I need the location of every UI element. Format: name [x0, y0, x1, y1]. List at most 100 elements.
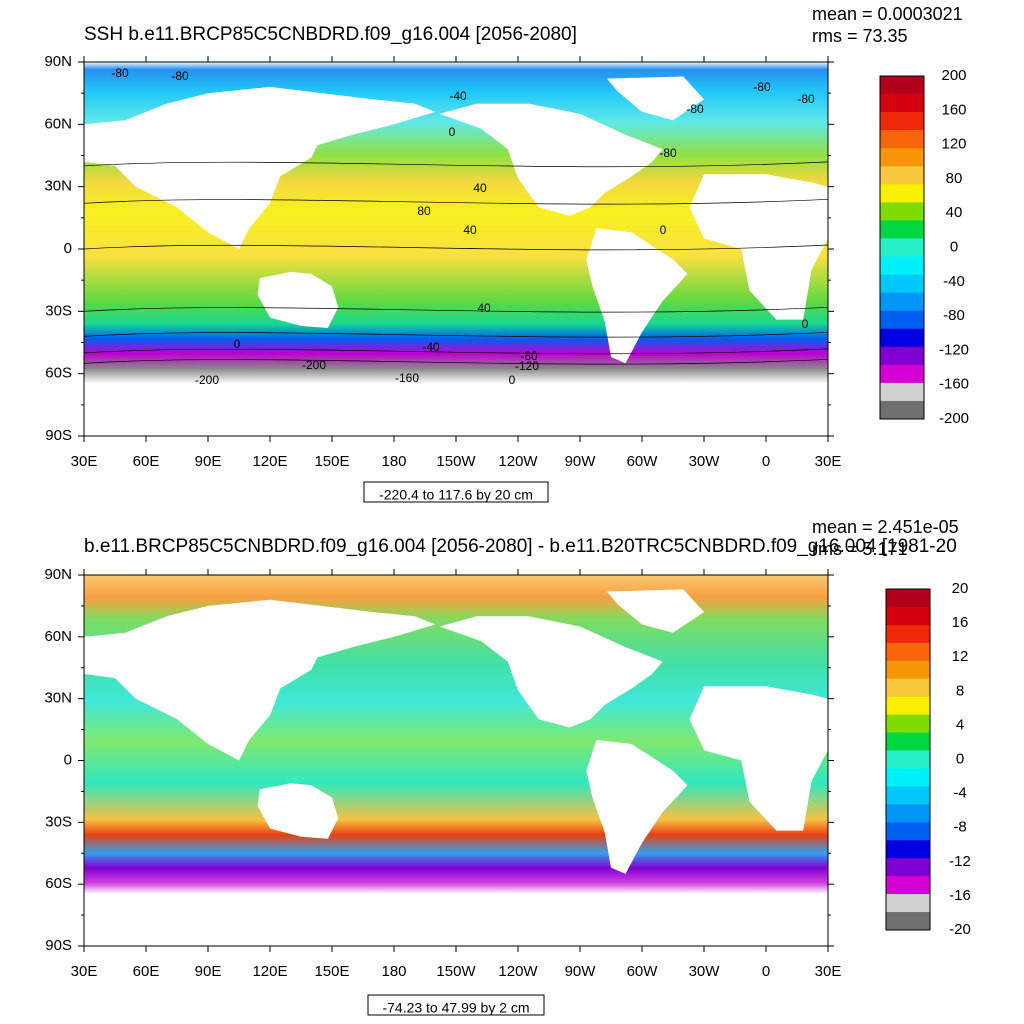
colorbar-label: 20 [952, 580, 969, 597]
contour-line [83, 331, 829, 338]
contour-label: -80 [171, 69, 189, 83]
y-tick-label: 0 [64, 751, 72, 768]
colorbar-swatch [880, 130, 924, 149]
colorbar-swatch [880, 274, 924, 293]
y-tick-label: 90N [44, 53, 72, 70]
contour-label: -200 [195, 373, 219, 387]
colorbar-swatch [886, 696, 930, 715]
x-tick-label: 150E [314, 453, 349, 470]
land-north-america [439, 616, 663, 728]
colorbar-swatch [880, 112, 924, 131]
contour-line [83, 161, 829, 168]
colorbar-label: -120 [939, 341, 969, 358]
colorbar-swatch [880, 148, 924, 167]
y-tick-label: 30S [45, 302, 72, 319]
colorbar-label: 12 [952, 648, 969, 665]
chart-title: b.e11.BRCP85C5CNBDRD.f09_g16.004 [2056-2… [84, 536, 957, 557]
colorbar-label: 0 [956, 750, 964, 767]
colorbar-swatch [886, 804, 930, 823]
colorbar-label: -200 [939, 410, 969, 427]
contour-label: -160 [395, 371, 419, 385]
colorbar-swatch [886, 606, 930, 626]
contour-label: 0 [449, 125, 456, 139]
land-south-america [586, 228, 688, 364]
contour-line [83, 358, 829, 365]
stat-text: mean = 2.451e-05 [812, 517, 959, 537]
colorbar-label: -16 [949, 887, 971, 904]
contour-label: 0 [509, 373, 516, 387]
contour-label: 40 [477, 301, 491, 315]
colorbar-frame [879, 75, 925, 420]
range-note-box [363, 481, 549, 503]
colorbar-swatch [886, 768, 930, 787]
colorbar-swatch [886, 840, 930, 859]
colorbar-label: -8 [953, 819, 966, 836]
colorbar: 20 16 12 8 4 0 -4 -8 -12 -16 -20 [885, 580, 971, 938]
y-tick-label: 60S [45, 365, 72, 382]
tick-marks [78, 569, 834, 952]
contour-label: -120 [515, 359, 539, 373]
colorbar-swatch [886, 750, 930, 769]
y-tick-label: 30S [45, 813, 72, 830]
land-africa [689, 174, 828, 320]
colorbar-label: -80 [943, 307, 965, 324]
y-tick-label: 30N [44, 178, 72, 195]
contour-label: -80 [111, 66, 129, 80]
colorbar-label: -4 [953, 785, 966, 802]
land-mask [84, 589, 828, 946]
contour-label: 0 [802, 317, 809, 331]
colorbar-swatch [880, 166, 924, 185]
colorbar-label: 40 [946, 204, 963, 221]
contour-line [83, 306, 829, 313]
y-tick-label: 60N [44, 115, 72, 132]
x-tick-label: 30W [689, 453, 721, 470]
colorbar-swatch [880, 364, 924, 384]
contour-line [83, 348, 829, 355]
colorbar-label: -20 [949, 921, 971, 938]
colorbar-swatch [886, 714, 930, 733]
x-tick-label: 120W [498, 453, 538, 470]
colorbar-label: 8 [956, 682, 964, 699]
colorbar-label: -160 [939, 376, 969, 393]
x-tick-label: 120E [252, 963, 287, 980]
range-note: -74.23 to 47.99 by 2 cm [382, 1000, 529, 1016]
land-africa [689, 686, 828, 831]
contour-label: -80 [659, 146, 677, 160]
x-tick-label: 150E [314, 963, 349, 980]
stat-text: rms = 5.171 [812, 539, 908, 559]
colorbar-swatch [886, 589, 930, 608]
colorbar-label: -40 [943, 273, 965, 290]
tick-labels: 30E 60E 90E 120E 150E 180 150W 120W 90W 60W 30W 0 30… [44, 53, 841, 470]
colorbar-label: 160 [941, 101, 966, 118]
x-tick-label: 60E [133, 453, 160, 470]
x-tick-label: 90E [195, 453, 222, 470]
land-australia [257, 271, 339, 328]
stat-text: mean = 0.0003021 [812, 4, 963, 24]
chart-title: SSH b.e11.BRCP85C5CNBDRD.f09_g16.004 [20… [84, 24, 577, 45]
colorbar-swatch [880, 310, 924, 330]
colorbar-swatch [880, 220, 924, 239]
colorbar-swatch [880, 184, 924, 203]
colorbar-label: 80 [946, 170, 963, 187]
colorbar-swatch [886, 624, 930, 644]
y-tick-label: 0 [64, 240, 72, 257]
contour-label: -200 [302, 358, 326, 372]
colorbar-swatch [886, 642, 930, 662]
contour-label: 0 [234, 337, 241, 351]
x-tick-label: 60W [627, 453, 659, 470]
colorbar-frame [885, 588, 931, 931]
land-antarctica [84, 892, 828, 946]
colorbar-swatch [886, 732, 930, 751]
colorbar-swatch [880, 346, 924, 366]
panel-ssh-difference: 30E 60E 90E 120E 150E 180 150W 120W 90W 60W 30W 0 30… [44, 517, 970, 1016]
colorbar-swatch [880, 202, 924, 221]
contour-label: -40 [422, 340, 440, 354]
colorbar: 200 160 120 80 40 0 -40 -80 -120 -160 -200 [879, 67, 969, 427]
contour-label: -80 [797, 92, 815, 106]
y-tick-label: 90N [44, 566, 72, 583]
colorbar-swatch [886, 786, 930, 805]
x-tick-label: 90W [565, 963, 597, 980]
range-note-box [367, 994, 545, 1016]
